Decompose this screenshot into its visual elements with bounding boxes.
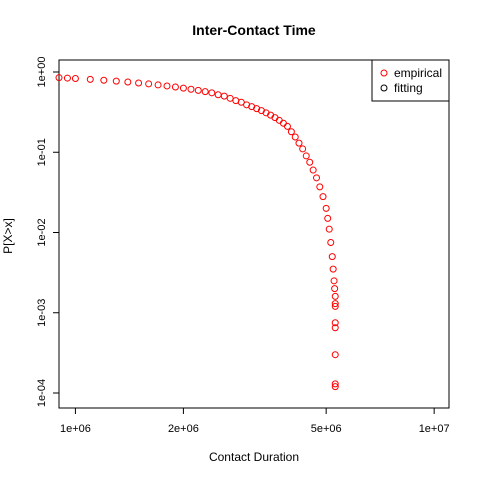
y-tick-label: 1e-01 <box>36 138 48 166</box>
legend-marker <box>380 84 388 92</box>
data-point <box>329 265 337 273</box>
data-point <box>63 74 71 82</box>
data-point <box>299 145 307 153</box>
legend-entry: fitting <box>394 81 423 95</box>
x-tick-label: 1e+06 <box>60 423 91 435</box>
data-point <box>55 74 63 82</box>
data-point <box>331 285 339 293</box>
data-point <box>331 383 339 391</box>
y-tick-label: 1e-04 <box>36 379 48 407</box>
x-axis-label: Contact Duration <box>209 450 299 464</box>
data-point <box>324 214 332 222</box>
data-point <box>287 128 295 136</box>
data-point <box>112 77 120 85</box>
data-point <box>330 277 338 285</box>
data-point <box>71 74 79 82</box>
y-tick-label: 1e-02 <box>36 218 48 246</box>
data-point <box>306 158 314 166</box>
data-point <box>179 84 187 92</box>
data-point <box>302 152 310 160</box>
data-point <box>331 324 339 332</box>
data-point <box>325 225 333 233</box>
data-point <box>194 86 202 94</box>
data-point <box>154 81 162 89</box>
data-point <box>319 193 327 201</box>
legend-entry: empirical <box>394 66 442 80</box>
data-point <box>327 239 335 247</box>
data-point <box>124 78 132 86</box>
data-point <box>283 122 291 130</box>
data-point <box>291 133 299 141</box>
data-point <box>328 253 336 261</box>
data-point <box>86 75 94 83</box>
axes: 1e+06 2e+06 5e+06 1e+07 1e+00 1e-01 1e-02 1e-03… <box>36 57 450 435</box>
data-point <box>100 76 108 84</box>
data-point <box>331 319 339 327</box>
data-point <box>331 302 339 310</box>
chart-title: Inter-Contact Time <box>192 22 316 38</box>
data-point <box>135 79 143 87</box>
plot-area <box>55 59 450 409</box>
data-point <box>214 91 222 99</box>
data-point <box>220 92 228 100</box>
y-tick-label: 1e-03 <box>36 299 48 327</box>
data-point <box>187 85 195 93</box>
data-point <box>316 183 324 191</box>
data-point <box>226 94 234 102</box>
data-point <box>331 300 339 308</box>
data-point <box>331 380 339 388</box>
data-point <box>279 119 287 127</box>
y-tick-label: 1e+00 <box>36 57 48 88</box>
x-tick-label: 1e+07 <box>419 423 450 435</box>
data-point <box>208 89 216 97</box>
legend-marker <box>380 69 388 77</box>
data-point <box>201 88 209 96</box>
x-tick-label: 2e+06 <box>168 423 199 435</box>
data-point <box>145 80 153 88</box>
data-point <box>171 83 179 91</box>
y-axis-label: P[X>x] <box>1 218 15 254</box>
data-point <box>313 174 321 182</box>
data-point <box>295 139 303 147</box>
data-point <box>322 204 330 212</box>
legend-box <box>371 59 450 102</box>
plot-frame <box>58 59 450 409</box>
x-tick-label: 5e+06 <box>311 423 342 435</box>
data-point <box>309 166 317 174</box>
data-point <box>331 351 339 359</box>
data-point <box>163 82 171 90</box>
data-point <box>331 292 339 300</box>
